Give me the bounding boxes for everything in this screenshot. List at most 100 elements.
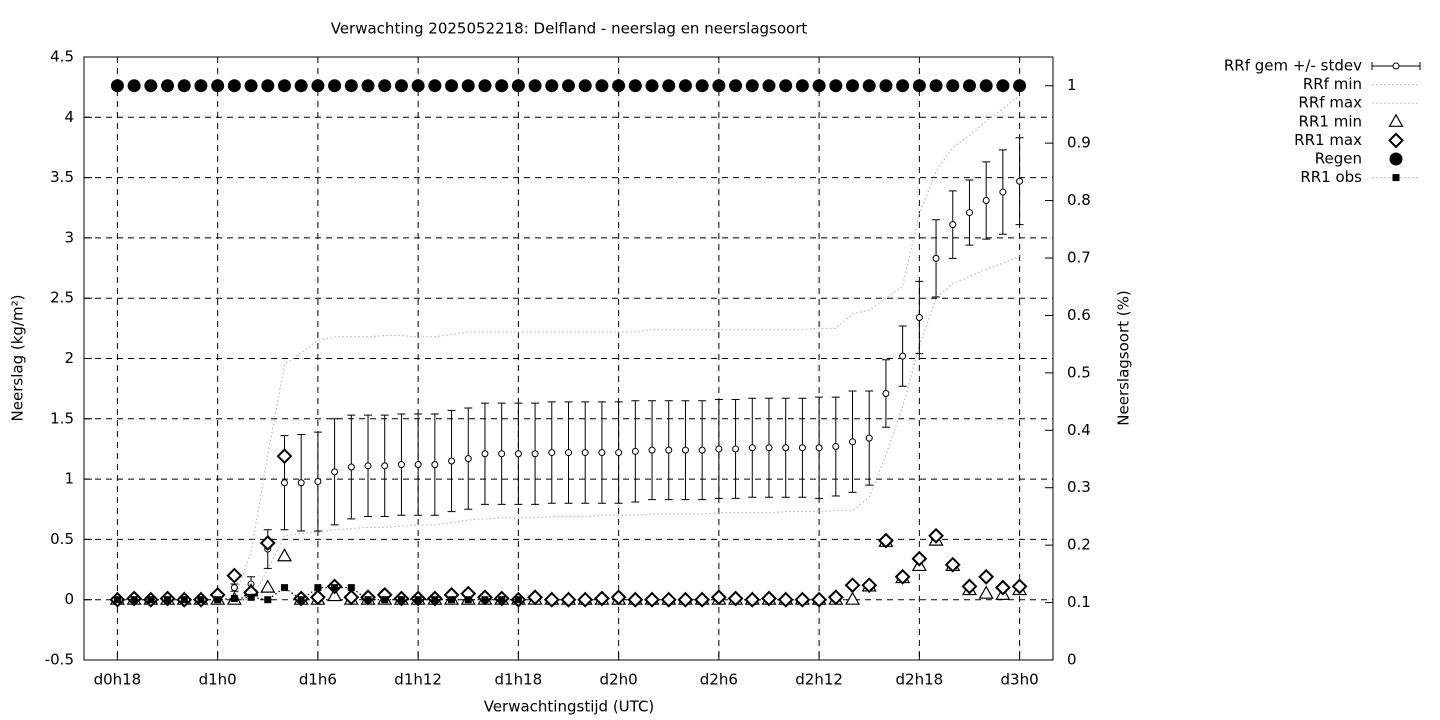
square-marker (514, 596, 522, 604)
triangle-marker (978, 585, 994, 599)
y2-tick-label: 0.8 (1067, 191, 1091, 209)
x-tick-label: d2h0 (600, 671, 638, 689)
legend-label: Regen (1315, 150, 1362, 168)
y2-tick-label: 0.6 (1067, 306, 1091, 324)
triangle-marker (844, 591, 861, 605)
diamond-marker (861, 577, 878, 594)
square-marker (347, 584, 355, 592)
diamond-marker (827, 589, 844, 606)
diamond-marker (610, 589, 627, 606)
mean-marker (865, 434, 873, 442)
y2-tick-label: 0.9 (1067, 134, 1091, 152)
circle-marker (227, 79, 241, 93)
chart-title: Verwachting 2025052218: Delfland - neers… (331, 20, 808, 38)
x-tick-label: d1h18 (495, 671, 543, 689)
circle-marker (562, 79, 575, 93)
circle-marker (962, 79, 976, 93)
square-marker (414, 596, 422, 604)
x-tick-label: d2h18 (896, 671, 944, 689)
circle-marker (996, 79, 1010, 93)
diamond-marker (894, 568, 911, 585)
legend-label: RRf max (1298, 94, 1362, 112)
circle-marker (445, 79, 459, 93)
mean-marker (665, 446, 673, 454)
y2-tick-label: 0.2 (1067, 536, 1091, 554)
diamond-marker (560, 591, 577, 608)
x-tick-label: d2h12 (795, 671, 843, 689)
mean-marker (1016, 177, 1024, 185)
square-marker (180, 596, 188, 604)
mean-marker (481, 450, 489, 458)
mean-marker (949, 221, 957, 229)
diamond-marker (627, 591, 644, 608)
mean-marker (648, 446, 656, 454)
square-marker (431, 596, 439, 604)
diamond-marker (677, 591, 694, 608)
circle-marker (294, 79, 308, 93)
mean-marker (982, 197, 990, 205)
y-tick-label: 0.5 (50, 530, 74, 548)
mean-marker (698, 446, 706, 454)
diamond-marker (276, 448, 293, 465)
x-tick-label: d1h0 (199, 671, 237, 689)
diamond-marker (844, 577, 861, 594)
circle-marker (194, 79, 208, 93)
mean-marker (748, 444, 756, 452)
mean-marker (531, 450, 539, 458)
y-tick-label: 1.5 (50, 409, 74, 427)
y2-axis-label: Neerslagsoort (%) (1115, 290, 1133, 425)
mean-marker (581, 449, 589, 457)
y2-tick-label: 0.7 (1067, 249, 1091, 267)
y2-tick-label: 0.3 (1067, 478, 1091, 496)
mean-marker (347, 463, 355, 471)
mean-marker (230, 584, 238, 592)
x-tick-label: d2h6 (700, 671, 738, 689)
circle-marker (712, 79, 726, 93)
mean-marker (615, 449, 623, 457)
circle-marker (161, 79, 175, 93)
y2-tick-label: 1 (1067, 76, 1077, 94)
mean-marker (381, 462, 389, 470)
square-marker (464, 596, 472, 604)
legend-label: RR1 max (1294, 131, 1362, 149)
mean-marker (431, 461, 439, 469)
circle-marker (211, 79, 225, 93)
mean-marker (464, 455, 472, 463)
circle-marker (946, 79, 960, 93)
circle-marker (779, 79, 793, 93)
y-tick-label: 4 (64, 108, 74, 126)
circle-marker (311, 79, 325, 93)
mean-marker (832, 443, 840, 451)
circle-marker (478, 79, 492, 93)
square-marker (364, 596, 372, 604)
square-marker (247, 593, 255, 601)
circle-marker (528, 79, 542, 93)
circle-marker (745, 79, 759, 93)
legend-label: RRf gem +/- stdev (1224, 57, 1362, 75)
x-tick-label: d3h0 (1001, 671, 1039, 689)
circle-marker (277, 79, 291, 93)
circle-marker (110, 79, 124, 93)
circle-marker (979, 79, 993, 93)
circle-marker (829, 79, 843, 93)
circle-marker (1013, 79, 1027, 93)
square-marker (147, 596, 155, 604)
circle-marker (695, 79, 709, 93)
diamond-marker (259, 535, 276, 551)
mean-marker (715, 445, 723, 453)
legend-sample (1392, 174, 1400, 182)
mean-marker (414, 461, 422, 469)
legend-sample (1388, 113, 1404, 127)
square-marker (381, 596, 389, 604)
square-marker (164, 596, 172, 604)
circle-marker (896, 79, 910, 93)
diamond-marker (577, 591, 594, 608)
y-tick-label: 0 (64, 590, 74, 608)
mean-marker (798, 444, 806, 452)
mean-marker (681, 446, 689, 454)
circle-marker (929, 79, 943, 93)
diamond-marker (226, 567, 243, 584)
y-tick-label: 2 (64, 349, 74, 367)
circle-marker (862, 79, 876, 93)
